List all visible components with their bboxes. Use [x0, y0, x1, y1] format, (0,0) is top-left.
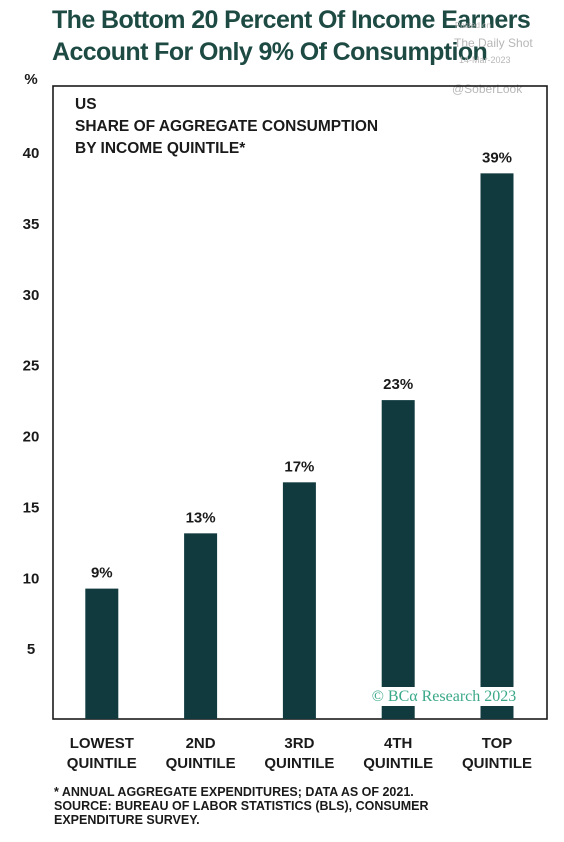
footnote-1: * ANNUAL AGGREGATE EXPENDITURES; DATA AS… — [54, 785, 414, 799]
title-line-1: The Bottom 20 Percent Of Income Earners — [52, 6, 531, 34]
bar-value-label: 39% — [482, 149, 512, 166]
x-category-label: QUINTILE — [264, 755, 334, 772]
footnotes: * ANNUAL AGGREGATE EXPENDITURES; DATA AS… — [54, 785, 559, 827]
y-tick-label: 20 — [23, 429, 40, 446]
copyright-credit: © BCα Research 2023 — [372, 688, 517, 705]
y-tick-label: 5 — [27, 641, 35, 658]
bar-value-label: 17% — [284, 458, 314, 475]
x-category-label: QUINTILE — [166, 755, 236, 772]
y-tick-label: 30 — [23, 287, 40, 304]
inset-title-line-3: BY INCOME QUINTILE* — [75, 140, 246, 157]
inset-title-line-1: US — [75, 96, 97, 113]
watermark-name: The Daily Shot — [454, 36, 533, 50]
y-tick-label: 25 — [23, 358, 40, 375]
watermark-publisher: Posted on — [455, 21, 492, 30]
title-line-2: Account For Only 9% Of Consumption — [52, 38, 488, 66]
y-tick-label: 40 — [23, 145, 40, 162]
x-category-label: QUINTILE — [363, 755, 433, 772]
y-tick-label: 15 — [23, 499, 40, 516]
footnote-3: EXPENDITURE SURVEY. — [54, 813, 200, 827]
bar-value-label: 9% — [91, 565, 113, 582]
x-category-label: QUINTILE — [67, 755, 137, 772]
x-category-label: TOP — [482, 735, 513, 752]
credit-background — [367, 687, 521, 706]
bar-value-label: 23% — [383, 376, 413, 393]
x-category-label: 4TH — [384, 735, 412, 752]
x-category-label: 2ND — [186, 735, 216, 752]
x-category-label: 3RD — [284, 735, 314, 752]
watermark-date: 14-Mar-2023 — [459, 55, 511, 65]
y-tick-label: 10 — [23, 570, 40, 587]
x-category-label: QUINTILE — [462, 755, 532, 772]
bar — [85, 588, 119, 719]
inset-title-line-2: SHARE OF AGGREGATE CONSUMPTION — [75, 118, 378, 135]
footnote-2: SOURCE: BUREAU OF LABOR STATISTICS (BLS)… — [54, 799, 429, 813]
bar — [184, 533, 218, 719]
chart-inset-title: US SHARE OF AGGREGATE CONSUMPTION BY INC… — [75, 96, 378, 157]
bar — [480, 173, 514, 719]
bar — [381, 400, 415, 719]
y-tick-label: 35 — [23, 216, 40, 233]
y-axis-unit-label: % — [24, 71, 37, 88]
bar — [282, 482, 316, 719]
page-title: The Bottom 20 Percent Of Income Earners … — [52, 4, 562, 68]
bar-value-label: 13% — [186, 509, 216, 526]
x-category-label: LOWEST — [70, 735, 134, 752]
